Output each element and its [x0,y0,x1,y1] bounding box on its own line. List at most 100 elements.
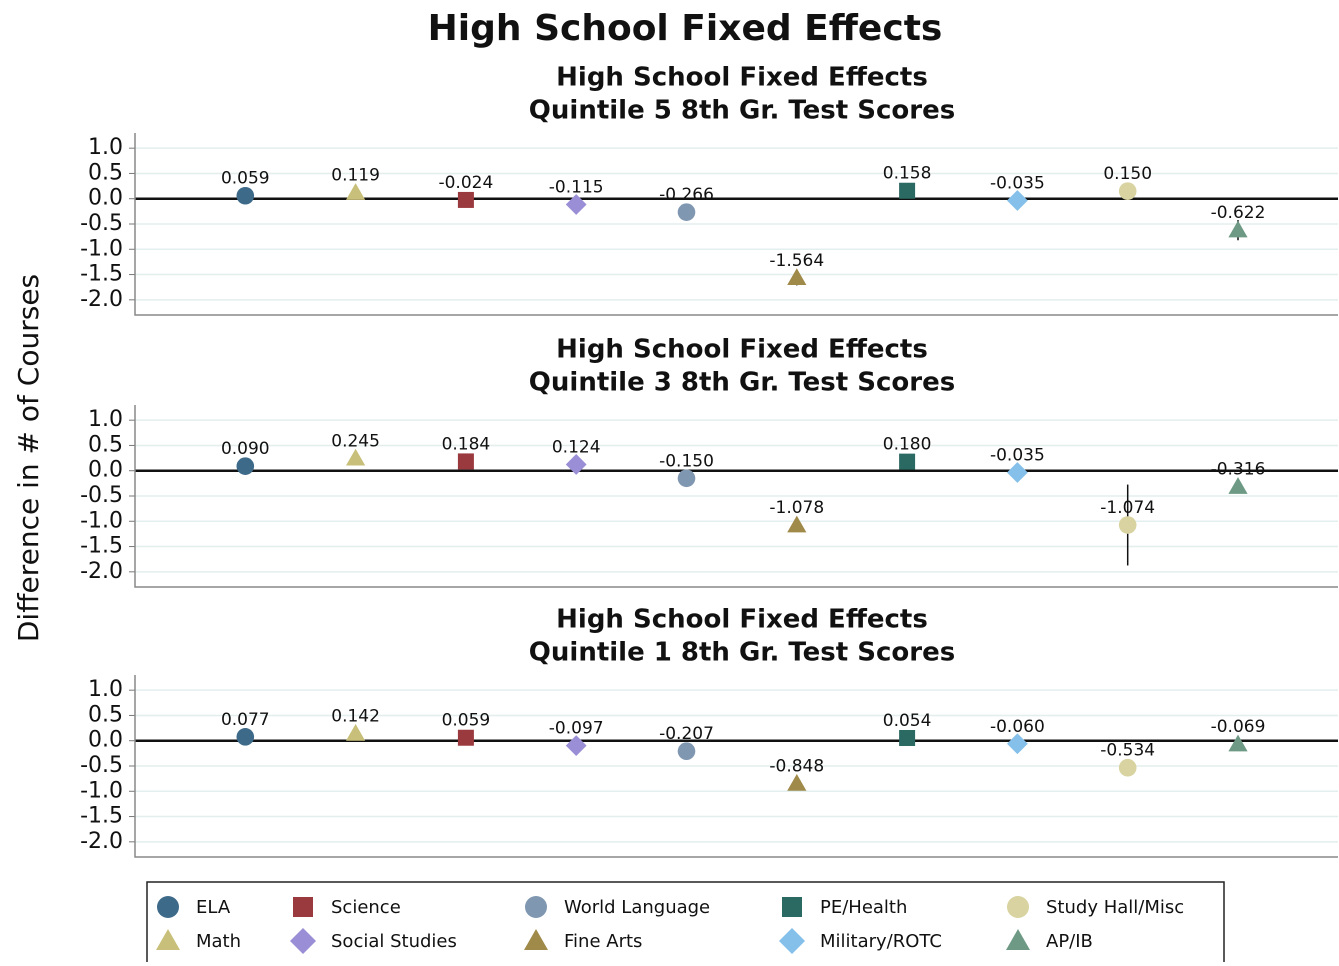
axis-frame [134,675,1338,858]
y-tick-label: -0.5 [80,753,123,778]
legend-marker [524,929,548,950]
value-label: -0.060 [990,717,1045,737]
y-tick-label: -2.0 [80,287,123,312]
value-label: -1.564 [769,251,824,271]
legend-label: Study Hall/Misc [1046,897,1184,918]
y-tick-label: -1.5 [80,262,123,287]
marker [457,453,474,470]
legend-marker [1007,896,1029,918]
legend-marker [779,928,805,954]
marker [677,203,696,221]
marker [677,469,696,488]
y-tick-label: -2.0 [80,559,123,584]
value-label: -0.115 [549,178,604,198]
y-tick-label: -1.0 [80,778,123,803]
value-label: 0.245 [331,431,380,451]
legend-label: Military/ROTC [820,931,942,952]
marker [1228,220,1248,238]
y-tick-label: -0.5 [80,483,123,508]
value-label: -0.207 [659,724,714,744]
legend-marker [782,897,802,917]
y-tick-label: -1.5 [80,804,123,829]
marker [1007,733,1028,755]
marker [236,186,255,205]
legend-marker [290,928,316,954]
marker [565,454,587,475]
marker [899,453,916,470]
value-label: -0.316 [1211,460,1266,480]
legend-label: Science [331,897,401,918]
value-label: -0.069 [1211,717,1266,737]
value-label: -0.150 [659,451,714,471]
value-label: -0.266 [659,185,714,205]
marker [899,729,916,746]
marker [1228,477,1248,494]
marker [236,728,255,746]
value-label: -0.534 [1100,741,1155,761]
legend-label: Math [196,931,241,952]
legend-label: PE/Health [820,897,907,918]
legend-box [146,881,1225,966]
value-label: -0.097 [549,719,604,739]
value-label: -1.078 [769,498,824,518]
panel-title: High School Fixed Effects [556,63,928,93]
value-label: -0.848 [769,757,824,777]
legend-marker [156,929,180,950]
marker [787,515,807,533]
y-tick-label: 0.0 [88,186,123,211]
panel-title: High School Fixed Effects [556,335,928,365]
y-tick-label: 0.0 [88,458,123,483]
axis-frame [134,133,1338,316]
value-label: 0.184 [442,434,491,454]
value-label: 0.158 [883,164,932,184]
value-label: -0.024 [438,173,493,193]
y-tick-label: -1.0 [80,236,123,261]
value-label: 0.180 [883,435,932,455]
y-tick-label: 1.0 [88,677,123,702]
y-axis-label: Difference in # of Courses [12,274,45,642]
axis-frame [134,405,1338,588]
panel-title: High School Fixed Effects [556,605,928,635]
y-tick-label: -1.0 [80,508,123,533]
legend-marker [293,897,313,917]
marker [1228,734,1248,752]
marker [346,723,366,741]
value-label: -0.035 [990,173,1045,193]
legend-label: Social Studies [331,931,457,952]
y-tick-label: 0.0 [88,728,123,753]
marker [1007,190,1028,211]
chart-title: High School Fixed Effects [428,8,943,49]
y-tick-label: 1.0 [88,407,123,432]
marker [346,448,366,466]
legend-marker [157,896,179,918]
value-label: 0.150 [1103,164,1152,184]
y-tick-label: 0.5 [88,160,123,185]
marker [1118,182,1137,200]
marker [565,194,587,215]
panel-title: Quintile 1 8th Gr. Test Scores [529,638,955,668]
value-label: 0.059 [442,711,491,731]
y-tick-label: -2.0 [80,829,123,854]
marker [457,191,474,208]
legend-marker [525,896,547,918]
legend-label: AP/IB [1046,931,1093,952]
value-label: 0.059 [221,169,270,189]
value-label: 0.124 [552,437,601,457]
value-label: 0.142 [331,707,380,727]
marker [677,742,696,760]
marker [346,183,366,200]
panel-title: Quintile 5 8th Gr. Test Scores [529,96,955,126]
value-label: -0.035 [990,445,1045,465]
marker [899,182,916,199]
y-tick-label: -0.5 [80,211,123,236]
legend-marker [1006,929,1030,950]
marker [787,268,807,285]
value-label: -0.622 [1211,203,1266,223]
value-label: 0.077 [221,710,270,730]
legend-label: World Language [564,897,710,918]
y-tick-label: -1.5 [80,534,123,559]
marker [1118,516,1137,534]
y-tick-label: 1.0 [88,135,123,160]
marker [787,773,807,791]
